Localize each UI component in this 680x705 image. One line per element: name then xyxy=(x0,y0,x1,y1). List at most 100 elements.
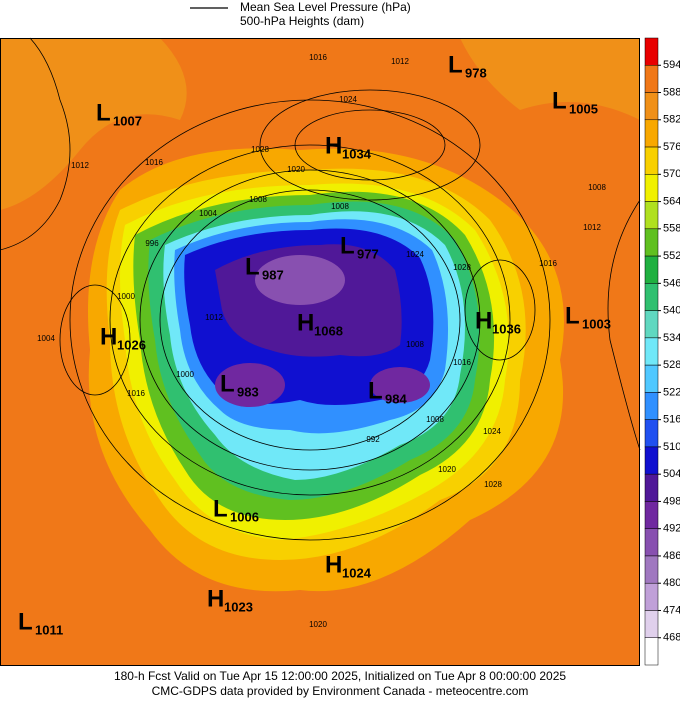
colorbar-label: 504 xyxy=(663,468,680,480)
colorbar-cell xyxy=(644,255,659,284)
isobar-labels: 1012 1016 1024 1020 1028 1016 1012 1004 1008 1008… xyxy=(37,53,606,629)
colorbar-cell xyxy=(644,119,659,148)
center-letter: L xyxy=(96,99,111,126)
center-value: 1068 xyxy=(314,323,343,338)
center-value: 1023 xyxy=(224,599,253,614)
colorbar-cell xyxy=(644,582,659,611)
colorbar-label: 522 xyxy=(663,386,680,398)
colorbar-cell xyxy=(644,65,659,93)
isobar-label: 992 xyxy=(366,435,380,444)
isobar-label: 1020 xyxy=(309,620,327,629)
center-letter: L xyxy=(368,377,383,404)
isobar-label: 1016 xyxy=(127,389,145,398)
colorbar-cell xyxy=(644,419,659,448)
isobar-label: 1028 xyxy=(453,263,471,272)
isobars xyxy=(0,37,641,541)
colorbar-label: 516 xyxy=(663,414,680,426)
colorbar-cell xyxy=(644,637,659,666)
isobar-label: 1012 xyxy=(391,57,409,66)
isobar-label: 1028 xyxy=(251,145,269,154)
colorbar-cell xyxy=(644,310,659,339)
footer-text: 180-h Fcst Valid on Tue Apr 15 12:00:00 … xyxy=(114,669,566,683)
center-letter: H xyxy=(325,132,342,159)
center-value: 987 xyxy=(262,267,284,282)
isobar-label: 1008 xyxy=(331,202,349,211)
map-frame xyxy=(0,38,640,666)
isobar-label: 1012 xyxy=(205,313,223,322)
isobar-label: 1012 xyxy=(71,161,89,170)
center-letter: H xyxy=(297,309,314,336)
colorbar-cell xyxy=(644,228,659,257)
isobar-label: 1024 xyxy=(483,427,501,436)
center-letter: L xyxy=(565,302,580,329)
colorbar-cell xyxy=(644,146,659,175)
colorbar-label: 498 xyxy=(663,495,680,507)
colorbar-cell xyxy=(644,392,659,420)
colorbar-cell xyxy=(644,92,659,121)
center-value: 1026 xyxy=(117,337,146,352)
colorbar-cell xyxy=(644,283,659,311)
colorbar-cell xyxy=(644,37,659,66)
isobar-label: 1020 xyxy=(287,165,305,174)
colorbar-label: 576 xyxy=(663,141,680,153)
center-letter: H xyxy=(325,551,342,578)
isobar-label: 996 xyxy=(145,239,159,248)
colorbar-cell xyxy=(644,201,659,230)
colorbar-cell xyxy=(644,446,659,475)
isobar-label: 1020 xyxy=(438,465,456,474)
colorbar-label: 468 xyxy=(663,632,680,644)
colorbar-cell xyxy=(644,364,659,393)
colorbar-cell xyxy=(644,473,659,502)
colorbar-label: 480 xyxy=(663,577,680,589)
isobar-label: 1004 xyxy=(37,334,55,343)
center-value: 984 xyxy=(385,391,407,406)
center-letter: L xyxy=(213,495,228,522)
colorbar-label: 534 xyxy=(663,332,680,344)
colorbar-cell xyxy=(644,501,659,529)
center-value: 977 xyxy=(357,246,379,261)
center-letter: L xyxy=(220,370,235,397)
colorbar-label: 552 xyxy=(663,250,680,262)
colorbar-label: 564 xyxy=(663,195,680,207)
colorbar-label: 570 xyxy=(663,168,680,180)
isobar-label: 1008 xyxy=(588,183,606,192)
center-letter: L xyxy=(340,232,355,259)
colorbar-label: 594 xyxy=(663,59,680,71)
center-value: 983 xyxy=(237,384,259,399)
colorbar-label: 588 xyxy=(663,86,680,98)
isobar-label: 1016 xyxy=(309,53,327,62)
legend-text: Mean Sea Level Pressure (hPa) xyxy=(240,0,411,14)
center-value: 1006 xyxy=(230,509,259,524)
center-value: 1036 xyxy=(492,321,521,336)
isobar-label: 1008 xyxy=(249,195,267,204)
colorbar-label: 558 xyxy=(663,223,680,235)
colorbar-cell xyxy=(644,174,659,202)
colorbar-label: 528 xyxy=(663,359,680,371)
colorbar-label: 510 xyxy=(663,441,680,453)
colorbar: 594 588 582 576 570 564 558 552 546 540 534 528 522 5… xyxy=(644,37,680,666)
center-letter: L xyxy=(552,87,567,114)
colorbar-label: 474 xyxy=(663,604,680,616)
center-letter: H xyxy=(207,585,224,612)
isobar-label: 1016 xyxy=(145,158,163,167)
center-value: 1003 xyxy=(582,316,611,331)
isobar-label: 1024 xyxy=(406,250,424,259)
colorbar-label: 492 xyxy=(663,523,680,535)
isobar-label: 1008 xyxy=(426,415,444,424)
isobar-label: 1000 xyxy=(117,292,135,301)
colorbar-label: 582 xyxy=(663,114,680,126)
colorbar-label: 546 xyxy=(663,277,680,289)
isobar-label: 1004 xyxy=(199,209,217,218)
isobar-label: 1008 xyxy=(406,340,424,349)
center-value: 1011 xyxy=(35,622,63,637)
isobar-label: 1024 xyxy=(339,95,357,104)
center-value: 1034 xyxy=(342,146,372,161)
center-letter: H xyxy=(475,307,492,334)
center-value: 1024 xyxy=(342,565,372,580)
footer-text: CMC-GDPS data provided by Environment Ca… xyxy=(152,684,529,698)
isobar-label: 1012 xyxy=(583,223,601,232)
center-value: 1007 xyxy=(113,113,142,128)
center-letter: L xyxy=(18,608,33,635)
